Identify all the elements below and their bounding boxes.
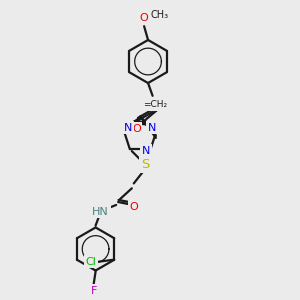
Text: S: S <box>141 158 150 171</box>
Text: O: O <box>132 124 141 134</box>
Text: O: O <box>140 14 148 23</box>
Text: =CH₂: =CH₂ <box>143 100 167 109</box>
Text: Cl: Cl <box>85 257 96 267</box>
Text: O: O <box>129 202 138 212</box>
Text: F: F <box>91 286 97 296</box>
Text: N: N <box>142 146 150 156</box>
Text: NH: NH <box>149 100 166 110</box>
Text: HN: HN <box>92 207 109 217</box>
Text: N: N <box>148 122 156 133</box>
Text: CH₃: CH₃ <box>151 10 169 20</box>
Text: N: N <box>124 122 133 133</box>
